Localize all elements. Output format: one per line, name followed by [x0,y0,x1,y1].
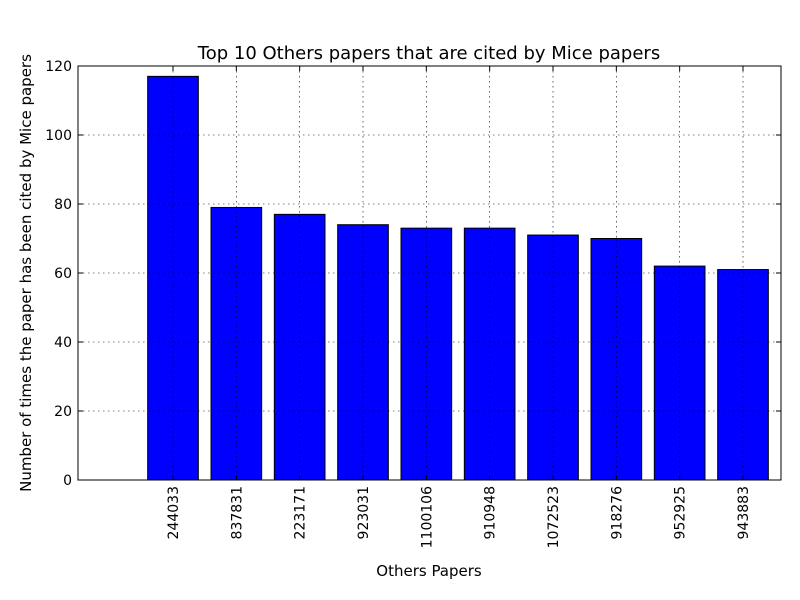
y-axis-label: Number of times the paper has been cited… [17,54,35,492]
y-tick-label: 20 [54,404,72,420]
bar-952925 [653,265,706,481]
x-tick-label: 223171 [293,486,309,539]
y-tick-label: 80 [54,197,72,213]
bar-943883 [717,269,769,481]
plot-frame [77,65,782,481]
y-tick-label: 0 [63,473,72,489]
x-tick-label: 244033 [166,486,182,539]
x-tick-label: 910948 [483,486,499,539]
x-tick-label: 837831 [229,486,245,539]
axis-ticks: 0 20 40 60 80 100 120 244033 837831 223171 923031 1… [45,59,781,548]
chart-title: Top 10 Others papers that are cited by M… [197,43,660,64]
grid-lines [78,66,781,480]
x-axis-label: Others Papers [376,562,482,580]
y-tick-label: 60 [54,266,72,282]
x-tick-label: 1072523 [546,486,562,548]
x-tick-label: 923031 [356,486,372,539]
bar-244033 [147,75,199,481]
y-tick-label: 40 [54,335,72,351]
x-tick-label: 918276 [609,486,625,540]
x-tick-label: 952925 [673,486,689,539]
bar-1072523 [527,234,579,481]
x-tick-label: 1100106 [419,486,435,548]
bar-837831 [210,206,263,481]
y-tick-label: 100 [45,128,72,144]
x-tick-label: 943883 [736,486,752,539]
bar-918276 [590,238,643,481]
y-tick-label: 120 [45,59,72,75]
